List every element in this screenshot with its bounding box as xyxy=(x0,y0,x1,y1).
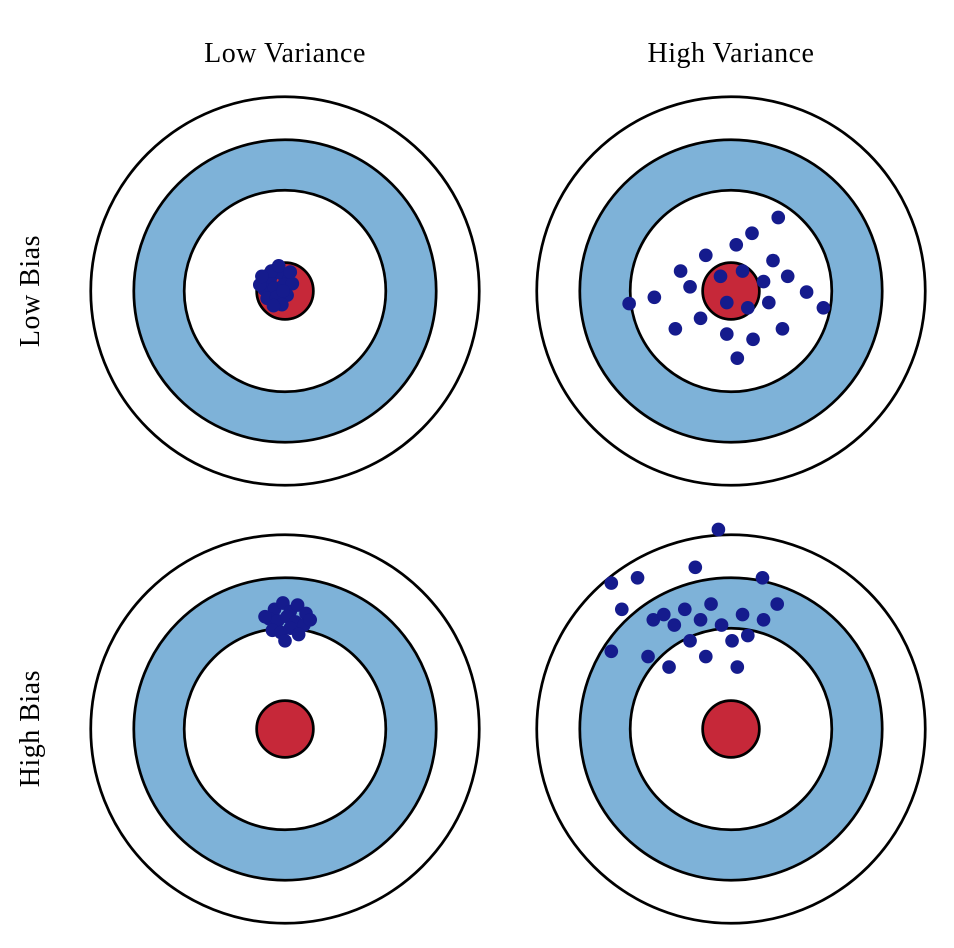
dart-dot xyxy=(729,237,744,252)
dart-dot xyxy=(283,265,298,279)
dart-dot xyxy=(255,269,269,284)
column-header-label: Low Variance xyxy=(204,38,366,69)
dart-dot xyxy=(622,296,636,311)
row-label-text: Low Bias xyxy=(15,234,46,348)
dart-dot xyxy=(719,327,734,341)
dart-dot xyxy=(278,633,292,648)
dart-dot xyxy=(745,226,759,241)
dart-dot xyxy=(780,269,795,284)
dart-dot xyxy=(276,284,290,298)
row-label-high-bias: High Bias xyxy=(0,510,62,948)
dart-dot xyxy=(673,264,688,278)
bullseye-svg-low-bias-high-variance xyxy=(535,95,927,487)
dart-dot xyxy=(647,290,662,305)
row-label-text: High Bias xyxy=(15,670,46,788)
dart-dot xyxy=(604,644,619,659)
dart-dot xyxy=(290,598,305,612)
dart-dot xyxy=(693,311,708,326)
dart-dot xyxy=(740,628,755,643)
dart-dot xyxy=(303,612,318,627)
dart-dot xyxy=(816,300,831,315)
dart-dot xyxy=(704,597,718,611)
dart-dot xyxy=(756,274,771,289)
dart-dot xyxy=(755,570,770,585)
dart-dot xyxy=(291,627,306,642)
dart-dot xyxy=(714,618,729,632)
dart-dot xyxy=(683,279,697,294)
dart-dot xyxy=(730,660,745,674)
dart-dot xyxy=(730,351,745,366)
red-bullseye xyxy=(701,699,761,759)
dart-dot xyxy=(641,649,655,664)
dart-dot xyxy=(698,248,713,263)
dart-dot xyxy=(756,612,771,627)
dart-dot xyxy=(604,576,619,590)
red-bullseye xyxy=(255,699,315,759)
target-low-bias-low-variance xyxy=(62,72,508,510)
column-header-label: High Variance xyxy=(647,38,815,69)
dart-dot xyxy=(771,210,786,225)
dart-dot xyxy=(630,570,645,585)
dart-dot xyxy=(656,607,671,622)
dart-dot xyxy=(271,258,286,273)
dart-dot xyxy=(746,332,760,347)
bullseye-svg-low-bias-low-variance xyxy=(89,95,481,487)
dart-dot xyxy=(693,612,708,627)
row-label-low-bias: Low Bias xyxy=(0,72,62,510)
dart-dot xyxy=(688,560,703,575)
dart-dot xyxy=(766,253,780,268)
dart-dot xyxy=(770,597,785,611)
target-high-bias-high-variance xyxy=(508,510,954,948)
bullseye-svg-high-bias-high-variance xyxy=(535,522,927,925)
dart-dot xyxy=(775,321,790,336)
dart-dot xyxy=(677,602,692,617)
dart-dot xyxy=(725,633,739,648)
column-header-low-variance: Low Variance xyxy=(62,0,508,72)
dart-dot xyxy=(683,633,697,648)
dart-dot xyxy=(662,660,676,674)
dart-dot xyxy=(266,298,281,313)
target-low-bias-high-variance xyxy=(508,72,954,510)
dart-dot xyxy=(698,649,713,664)
dart-dot xyxy=(761,295,776,310)
dart-dot xyxy=(735,607,750,622)
bullseye-svg-high-bias-low-variance xyxy=(89,533,481,925)
dart-dot xyxy=(711,522,726,537)
dart-dot xyxy=(713,269,728,284)
target-high-bias-low-variance xyxy=(62,510,508,948)
dart-dot xyxy=(740,300,755,315)
dart-dot xyxy=(668,321,683,336)
dart-dot xyxy=(285,276,300,291)
column-header-high-variance: High Variance xyxy=(508,0,954,72)
dart-dot xyxy=(719,295,734,310)
dart-dot xyxy=(258,609,272,624)
dart-dot xyxy=(799,285,814,299)
dart-dot xyxy=(614,602,629,617)
dart-dot xyxy=(646,612,661,627)
dart-dot xyxy=(667,618,682,632)
dart-dot xyxy=(735,264,750,278)
